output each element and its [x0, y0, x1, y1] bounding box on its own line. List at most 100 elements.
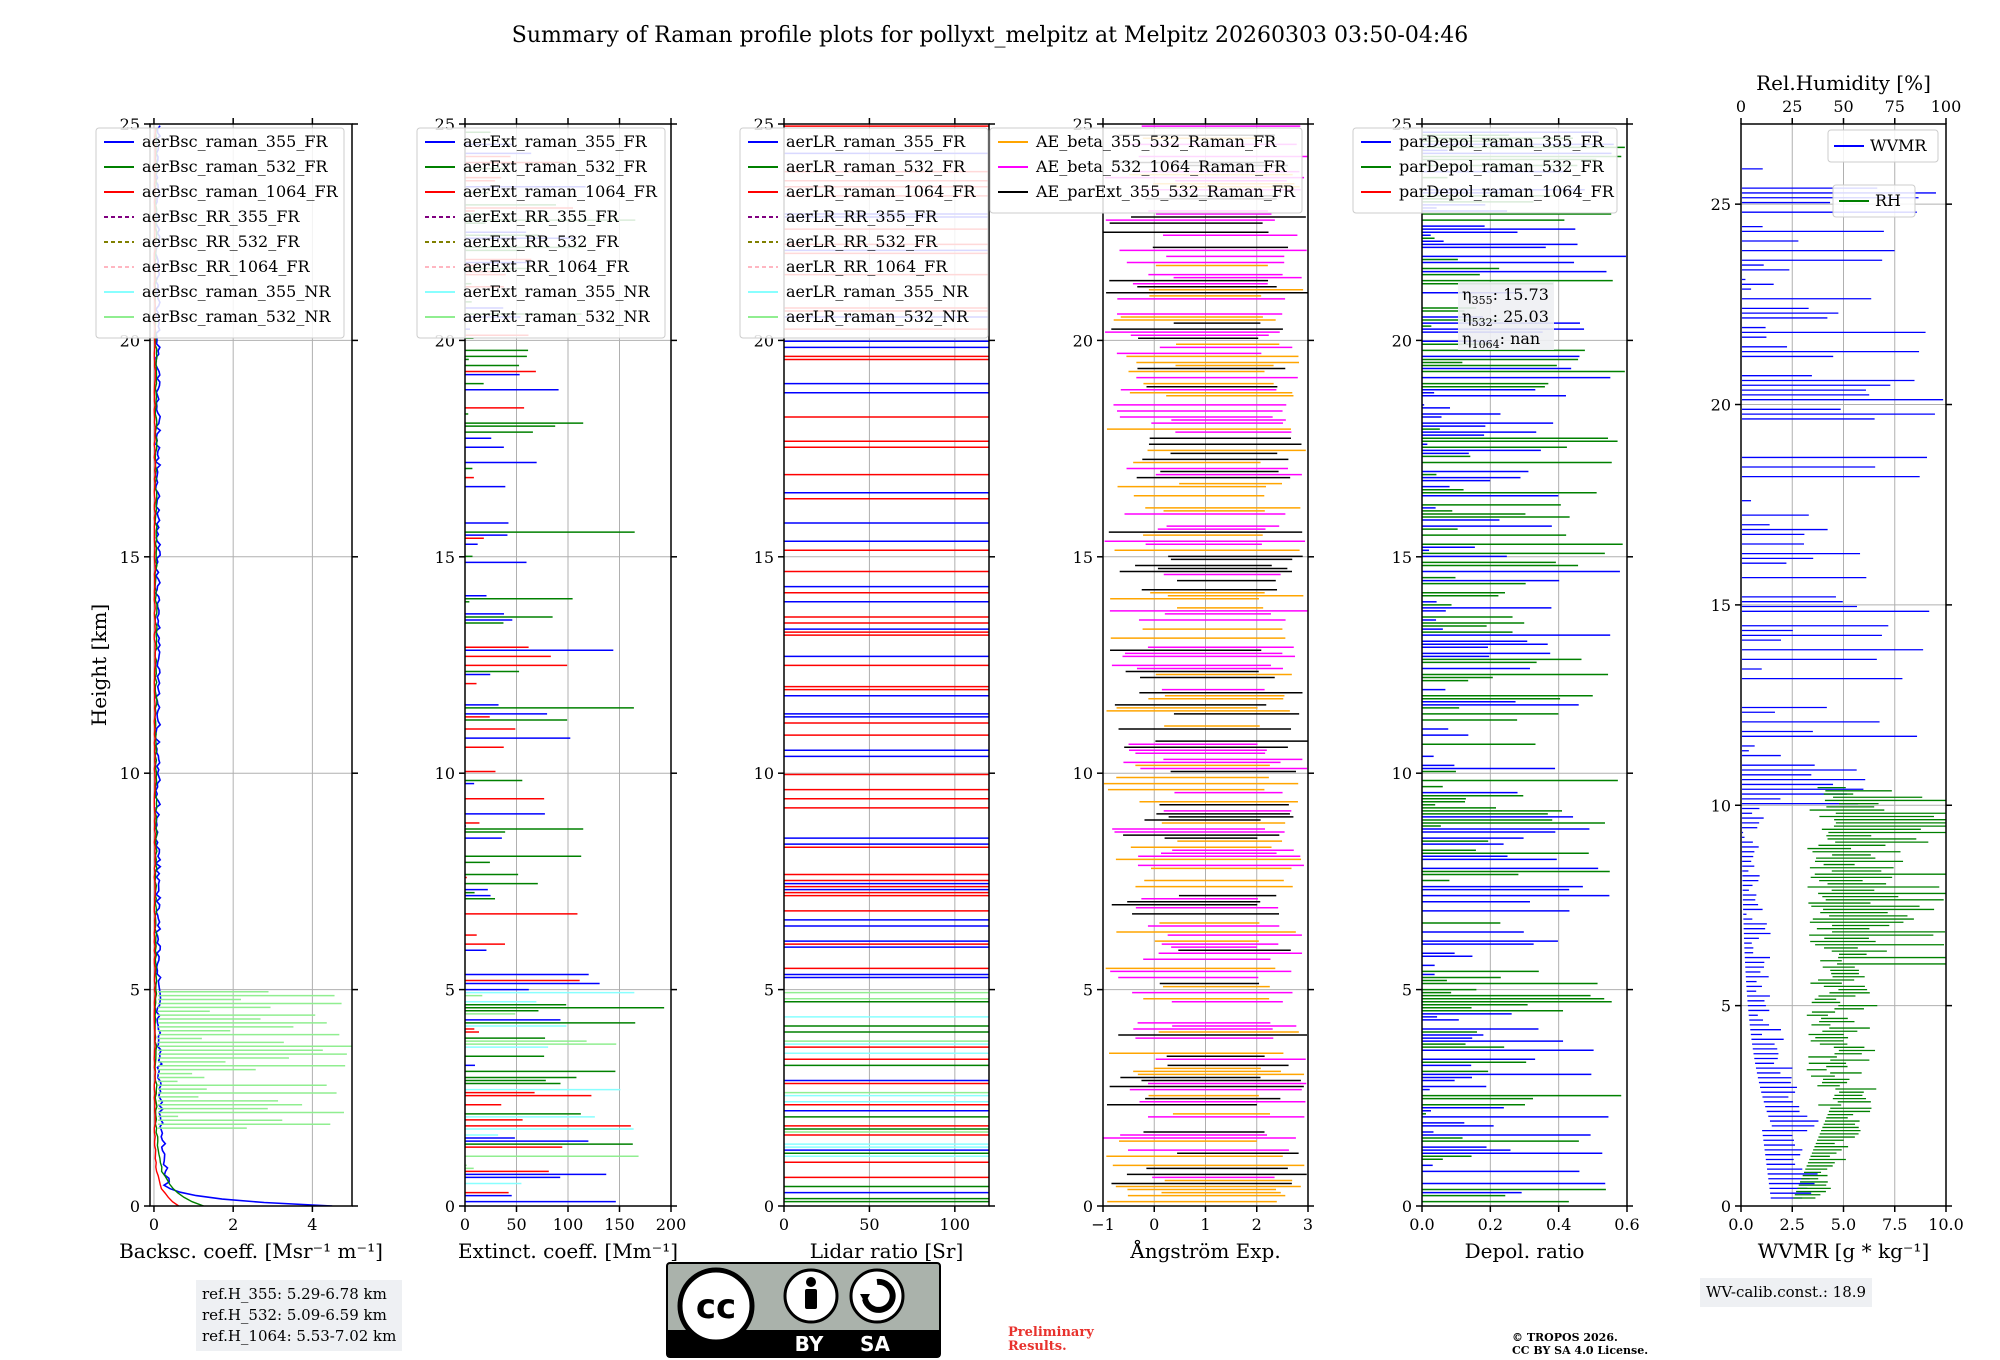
x-tick-label: 0	[149, 1215, 159, 1234]
y-tick-label: 10	[1073, 764, 1093, 783]
copyright-note: © TROPOS 2026. CC BY SA 4.0 License.	[1512, 1331, 1648, 1357]
x-tick-label: 0.0	[1409, 1215, 1434, 1234]
legend-label: aerExt_RR_532_FR	[463, 232, 620, 251]
x-tick-label: 10.0	[1928, 1215, 1964, 1234]
x-tick-label: 100	[553, 1215, 584, 1234]
legend-label: aerLR_RR_532_FR	[786, 232, 938, 251]
legend-label: aerBsc_raman_532_NR	[142, 307, 331, 326]
copyright-line-1: © TROPOS 2026.	[1512, 1331, 1618, 1344]
reference-height-box: ref.H_355: 5.29-6.78 km ref.H_532: 5.09-…	[196, 1280, 403, 1351]
y-tick-label: 15	[1711, 596, 1731, 615]
y-tick-label: 15	[435, 548, 455, 567]
legend-label: aerBsc_RR_532_FR	[142, 232, 300, 251]
x-tick-label: 2	[228, 1215, 238, 1234]
x-tick-label: 2	[1252, 1215, 1262, 1234]
x-tick-label: 0	[779, 1215, 789, 1234]
legend-label: aerLR_raman_532_FR	[786, 157, 966, 176]
eta-symbol: η	[1462, 285, 1472, 304]
x-axis-label: Extinct. coeff. [Mm⁻¹]	[458, 1239, 678, 1263]
legend-label: AE_beta_355_532_Raman_FR	[1035, 132, 1277, 151]
legend-label: aerLR_RR_355_FR	[786, 207, 938, 226]
x-tick-label: 0.4	[1546, 1215, 1571, 1234]
y-axis-label: Height [km]	[87, 604, 111, 726]
legend-label: aerBsc_RR_1064_FR	[142, 257, 311, 276]
ref-height-1064: ref.H_1064: 5.53-7.02 km	[202, 1327, 397, 1345]
legend: AE_beta_355_532_Raman_FR AE_beta_532_1064…	[989, 127, 1303, 214]
annotation-box	[1458, 282, 1554, 350]
y-tick-label: 10	[1711, 796, 1731, 815]
cc-license-logo: cc BY SA	[666, 1262, 941, 1358]
legend-label: aerExt_RR_355_FR	[463, 207, 620, 226]
y-tick-label: 10	[1392, 764, 1412, 783]
y-tick-label: 20	[1392, 331, 1412, 350]
y-tick-label: 5	[1721, 997, 1731, 1016]
ref-height-532: ref.H_532: 5.09-6.59 km	[202, 1306, 387, 1324]
legend-label: aerLR_raman_355_NR	[786, 282, 969, 301]
y-tick-label: 25	[1711, 195, 1731, 214]
eta-value: η355: 15.73	[1462, 285, 1549, 307]
y-tick-label: 15	[1073, 548, 1093, 567]
legend: aerBsc_raman_355_FR aerBsc_raman_532_FRae…	[95, 127, 345, 339]
top-x-axis-label: Rel.Humidity [%]	[1756, 71, 1931, 95]
legend-label: parDepol_raman_1064_FR	[1399, 182, 1615, 201]
y-tick-label: 20	[1073, 331, 1093, 350]
axes-frame	[1421, 123, 1628, 1207]
preliminary-line-2: Results.	[1008, 1339, 1067, 1354]
legend-label: aerBsc_raman_355_FR	[142, 132, 328, 151]
y-tick-label: 5	[764, 981, 774, 1000]
x-tick-label: 50	[506, 1215, 526, 1234]
legend-box	[739, 127, 989, 339]
y-tick-label: 0	[130, 1197, 140, 1216]
x-tick-label: 2.5	[1780, 1215, 1805, 1234]
top-x-tick-label: 25	[1782, 97, 1802, 116]
ref-height-355: ref.H_355: 5.29-6.78 km	[202, 1285, 387, 1303]
legend-label: AE_parExt_355_532_Raman_FR	[1035, 182, 1296, 201]
legend: WVMR RH	[1827, 129, 1939, 218]
x-tick-label: 0.6	[1614, 1215, 1639, 1234]
y-tick-label: 5	[1083, 981, 1093, 1000]
x-axis-label: Ångström Exp.	[1129, 1238, 1280, 1263]
wv-calib-constant: WV-calib.const.: 18.9	[1706, 1283, 1867, 1301]
eta-subscript: 532	[1472, 316, 1493, 329]
x-tick-label: 7.5	[1882, 1215, 1907, 1234]
eta-subscript: 1064	[1472, 338, 1500, 351]
legend-box	[416, 127, 666, 339]
legend-label: aerLR_raman_355_FR	[786, 132, 966, 151]
y-tick-label: 10	[435, 764, 455, 783]
x-tick-label: 0.0	[1728, 1215, 1753, 1234]
y-tick-label: 0	[764, 1197, 774, 1216]
y-tick-label: 5	[130, 981, 140, 1000]
y-tick-label: 0	[1083, 1197, 1093, 1216]
y-tick-label: 5	[445, 981, 455, 1000]
x-tick-label: 5.0	[1831, 1215, 1856, 1234]
y-tick-label: 0	[1721, 1197, 1731, 1216]
x-tick-label: 4	[307, 1215, 317, 1234]
legend-label: aerExt_raman_532_NR	[463, 307, 651, 326]
cc-mark-text: cc	[696, 1287, 736, 1327]
eta-text: : 15.73	[1493, 285, 1549, 304]
plot-area	[1422, 131, 1626, 1203]
eta-symbol: η	[1462, 329, 1472, 348]
y-tick-label: 15	[754, 548, 774, 567]
legend-label: aerExt_raman_355_FR	[463, 132, 648, 151]
y-tick-label: 20	[1711, 396, 1731, 415]
x-tick-label: −1	[1091, 1215, 1115, 1234]
top-x-tick-label: 50	[1833, 97, 1853, 116]
legend: aerExt_raman_355_FR aerExt_raman_532_FRae…	[416, 127, 666, 339]
legend-label: aerLR_raman_1064_FR	[786, 182, 976, 201]
legend-box	[1352, 127, 1618, 214]
legend-label: WVMR	[1870, 136, 1927, 155]
legend-label: parDepol_raman_355_FR	[1399, 132, 1605, 151]
x-tick-label: 0	[460, 1215, 470, 1234]
legend-box	[1827, 129, 1939, 163]
cc-by-text: BY	[795, 1332, 824, 1356]
x-tick-label: 50	[859, 1215, 879, 1234]
top-x-tick-label: 0	[1736, 97, 1746, 116]
x-tick-label: 1	[1200, 1215, 1210, 1234]
legend-label: parDepol_raman_532_FR	[1399, 157, 1605, 176]
legend-label: AE_beta_532_1064_Raman_FR	[1035, 157, 1287, 176]
